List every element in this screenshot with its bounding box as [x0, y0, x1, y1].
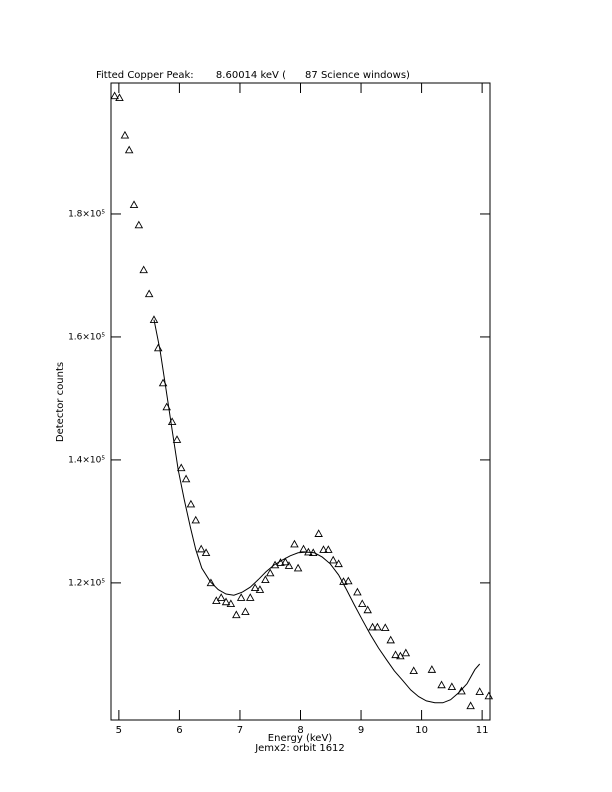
y-tick-label: 1.4×10⁵ — [68, 455, 105, 465]
data-point — [255, 585, 265, 593]
data-point — [265, 568, 275, 577]
data-point — [181, 474, 191, 483]
data-point — [201, 548, 211, 557]
data-point — [221, 597, 231, 606]
data-point — [475, 687, 484, 695]
data-point — [427, 665, 437, 673]
data-point — [216, 593, 226, 601]
data-point — [206, 578, 216, 587]
data-point — [353, 587, 362, 596]
data-point — [457, 686, 466, 695]
data-point — [357, 599, 367, 608]
data-point — [196, 544, 206, 553]
x-axis-label: Energy (keV) — [268, 733, 333, 744]
y-tick-label: 1.8×10⁵ — [68, 209, 105, 219]
data-point — [115, 93, 124, 102]
data-point — [380, 623, 390, 632]
x-tick-label: 8 — [297, 725, 303, 736]
data-point — [144, 289, 154, 298]
data-point — [409, 666, 418, 675]
data-point — [236, 593, 246, 601]
data-point — [363, 605, 372, 614]
data-point — [290, 539, 299, 548]
data-point — [176, 463, 186, 472]
subtitle: Jemx2: orbit 1612 — [254, 743, 345, 754]
x-tick-label: 9 — [358, 725, 364, 736]
data-point — [437, 680, 446, 689]
data-point — [484, 691, 494, 700]
data-point — [466, 701, 475, 710]
x-tick-label: 6 — [176, 725, 182, 736]
y-tick-label: 1.6×10⁵ — [68, 332, 105, 342]
data-point — [386, 635, 395, 644]
data-point — [270, 560, 280, 569]
data-point — [368, 622, 377, 631]
y-axis-label: Detector counts — [55, 362, 66, 442]
data-point — [172, 435, 182, 443]
data-point — [191, 515, 201, 524]
data-point — [344, 576, 353, 585]
data-point — [324, 545, 333, 553]
data-point — [281, 557, 290, 566]
data-point — [232, 610, 241, 619]
data-point — [129, 200, 139, 208]
chart-title: Fitted Copper Peak: 8.60014 keV ( 87 Sci… — [96, 70, 410, 81]
data-point — [250, 583, 260, 592]
data-point — [334, 559, 343, 568]
fit-line — [153, 319, 481, 704]
data-point — [245, 593, 255, 601]
y-tick-label: 1.2×10⁵ — [68, 578, 105, 588]
data-point — [447, 682, 457, 691]
data-point — [120, 130, 130, 139]
data-point — [241, 607, 250, 616]
data-point — [314, 529, 323, 537]
data-point — [134, 220, 144, 229]
x-tick-label: 7 — [237, 725, 243, 736]
data-point — [110, 91, 119, 100]
x-tick-label: 5 — [116, 725, 122, 736]
x-tick-label: 11 — [476, 725, 489, 736]
data-point — [391, 650, 400, 659]
data-point — [373, 622, 382, 631]
data-point — [319, 545, 328, 553]
data-point — [124, 145, 134, 154]
data-point — [149, 315, 159, 323]
data-point — [401, 648, 411, 657]
data-point — [226, 599, 236, 608]
x-tick-label: 10 — [415, 725, 428, 736]
data-point — [284, 561, 294, 569]
data-point — [328, 555, 338, 564]
data-point — [139, 265, 148, 274]
data-point — [186, 499, 196, 508]
data-point — [261, 575, 270, 584]
data-point — [293, 563, 303, 572]
